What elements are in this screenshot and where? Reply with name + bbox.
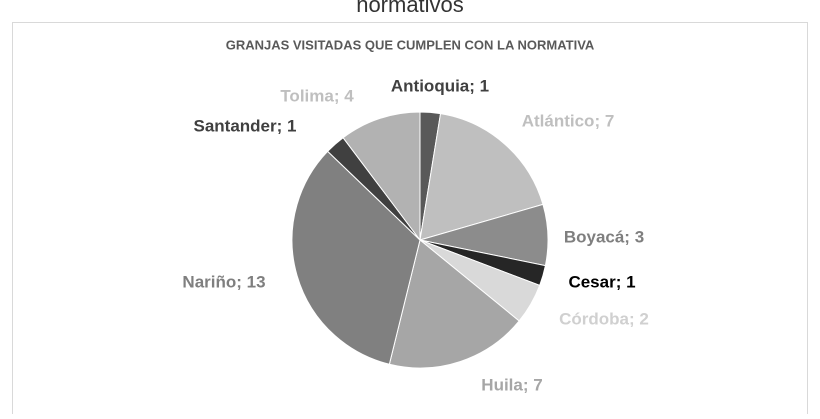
pie-slice: [342, 111, 421, 242]
data-label: Atlántico; 7: [522, 111, 615, 130]
data-label: Boyacá; 3: [564, 227, 644, 246]
data-label: Santander; 1: [194, 116, 297, 135]
data-label: Tolima; 4: [280, 86, 354, 105]
header-text: normativos: [356, 0, 464, 17]
data-label: Cesar; 1: [568, 272, 635, 291]
chart-title: GRANJAS VISITADAS QUE CUMPLEN CON LA NOR…: [226, 37, 595, 52]
pie-slice: [291, 150, 421, 365]
pie-slice: [419, 113, 544, 241]
data-label: Nariño; 13: [182, 272, 265, 291]
data-label: Huila; 7: [481, 375, 542, 394]
data-label: Antioquia; 1: [391, 76, 489, 95]
data-label: Córdoba; 2: [559, 309, 649, 328]
pie-slice: [388, 239, 520, 369]
chart-frame: [12, 22, 808, 419]
